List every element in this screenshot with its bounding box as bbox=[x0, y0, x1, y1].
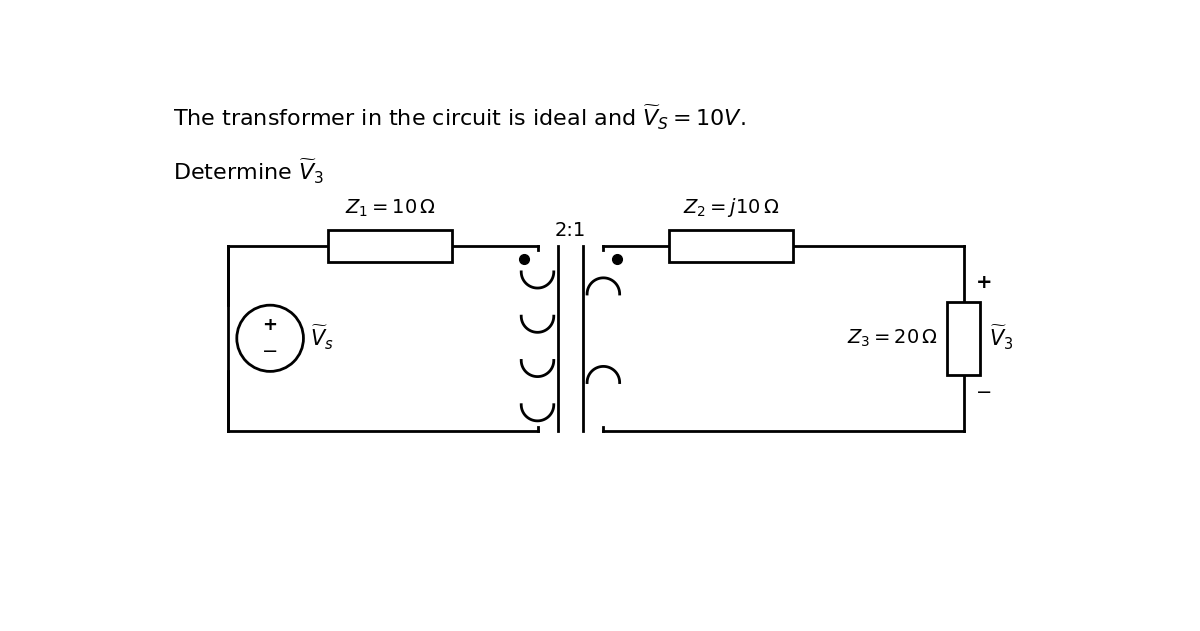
Bar bbox=[329, 230, 452, 262]
Text: $\widetilde{V}_3$: $\widetilde{V}_3$ bbox=[989, 324, 1014, 352]
Text: $Z_1 = 10\,\Omega$: $Z_1 = 10\,\Omega$ bbox=[344, 198, 436, 219]
Text: $Z_3 = 20\,\Omega$: $Z_3 = 20\,\Omega$ bbox=[847, 327, 938, 349]
Text: $Z_2 = j10\,\Omega$: $Z_2 = j10\,\Omega$ bbox=[683, 196, 780, 219]
Text: +: + bbox=[976, 273, 992, 293]
Text: 2:1: 2:1 bbox=[554, 221, 586, 240]
Bar bbox=[948, 302, 980, 375]
Text: Determine $\widetilde{V}_3$: Determine $\widetilde{V}_3$ bbox=[173, 157, 324, 186]
Text: +: + bbox=[263, 316, 277, 334]
Bar bbox=[670, 230, 793, 262]
Text: −: − bbox=[976, 382, 992, 401]
Text: $\widetilde{V}_s$: $\widetilde{V}_s$ bbox=[310, 324, 334, 352]
Text: The transformer in the circuit is ideal and $\widetilde{V}_S = 10V$.: The transformer in the circuit is ideal … bbox=[173, 103, 746, 132]
Text: −: − bbox=[262, 342, 278, 361]
